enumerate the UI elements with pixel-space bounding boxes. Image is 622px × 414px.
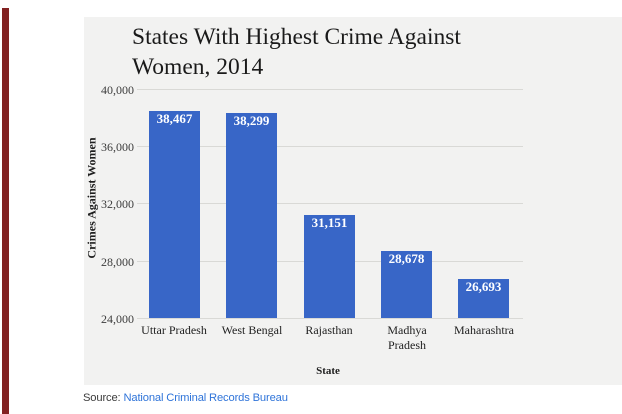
svg-text:Crimes Against Women: Crimes Against Women: [84, 137, 98, 258]
